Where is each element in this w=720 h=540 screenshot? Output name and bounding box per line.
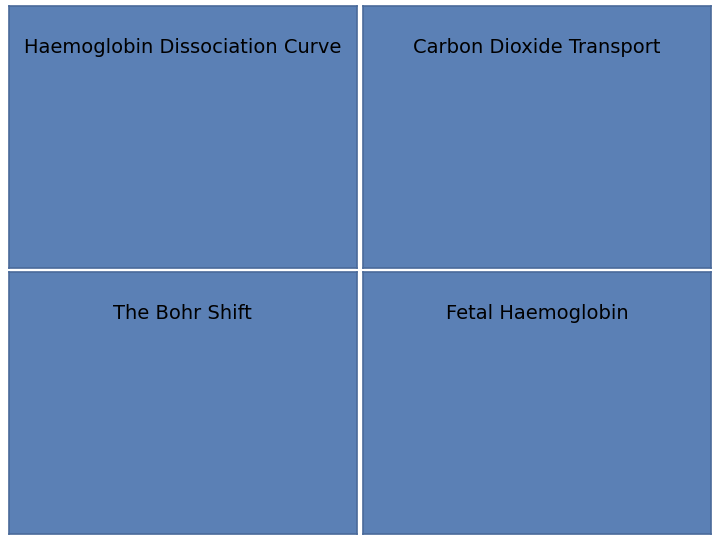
Text: Haemoglobin Dissociation Curve: Haemoglobin Dissociation Curve: [24, 38, 341, 57]
Text: Fetal Haemoglobin: Fetal Haemoglobin: [446, 303, 629, 322]
Text: Carbon Dioxide Transport: Carbon Dioxide Transport: [413, 38, 661, 57]
Text: The Bohr Shift: The Bohr Shift: [114, 303, 252, 322]
